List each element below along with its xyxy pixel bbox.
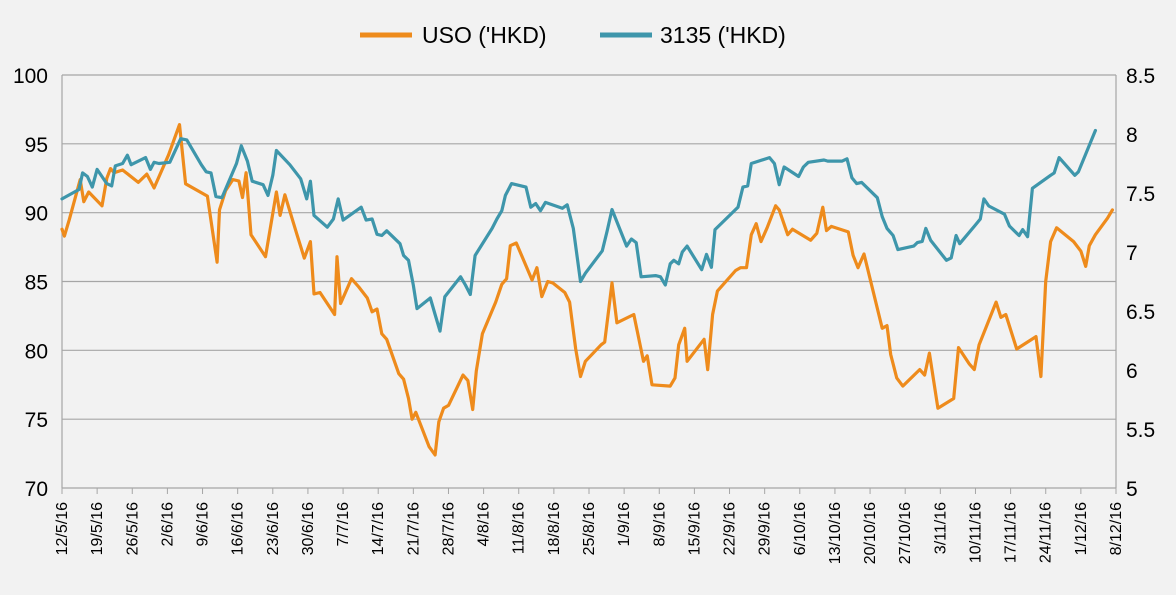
y-right-tick-label: 5 [1126,478,1138,501]
y-left-tick-label: 95 [25,134,48,157]
y-left-tick-label: 80 [25,340,48,363]
y-right-tick-label: 7 [1126,242,1138,265]
x-tick-label: 3/11/16 [932,502,949,554]
x-tick-label: 24/11/16 [1038,502,1055,563]
x-tick-label: 13/10/16 [827,502,844,564]
x-tick-label: 26/5/16 [124,502,141,555]
x-tick-label: 15/9/16 [686,502,703,555]
x-tick-label: 23/6/16 [265,502,282,555]
series-line-uso [60,123,1114,457]
x-tick-label: 7/7/16 [335,502,352,547]
y-left-tick-label: 70 [25,478,48,501]
x-tick-label: 19/5/16 [89,502,106,555]
legend-label-3135: 3135 ('HKD) [660,22,786,48]
x-tick-label: 4/8/16 [476,502,493,547]
x-tick-label: 30/6/16 [300,502,317,555]
x-tick-label: 27/10/16 [897,502,914,564]
gridlines [62,74,1116,420]
x-tick-label: 22/9/16 [722,502,739,555]
x-tick-label: 14/7/16 [370,502,387,555]
x-tick-label: 6/10/16 [792,502,809,555]
x-tick-label: 17/11/16 [1003,502,1020,563]
x-tick-label: 2/6/16 [159,502,176,547]
y-right-tick-label: 5.5 [1126,419,1155,442]
series-line-3135 [60,128,1097,333]
x-tick-label: 9/6/16 [195,502,212,547]
x-tick-label: 25/8/16 [581,502,598,555]
y-right-tick-label: 7.5 [1126,183,1155,206]
x-tick-label: 1/12/16 [1073,502,1090,555]
x-tick-label: 8/12/16 [1108,502,1125,555]
x-tick-label: 12/5/16 [54,502,71,555]
series-lines [60,123,1114,457]
x-tick-label: 11/8/16 [511,502,528,554]
y-left-tick-label: 90 [25,203,48,226]
x-tick-label: 8/9/16 [651,502,668,547]
x-tick-label: 1/9/16 [616,502,633,547]
x-tick-label: 10/11/16 [967,502,984,563]
y-right-tick-label: 6 [1126,360,1138,383]
legend: USO ('HKD) 3135 ('HKD) [360,22,786,48]
y-left-tick-label: 100 [13,65,48,88]
y-right-tick-label: 8.5 [1126,65,1155,88]
x-tick-label: 21/7/16 [405,502,422,555]
y-left-tick-label: 75 [25,409,48,432]
axes: 70 75 80 85 90 95 100 5 5.5 6 6.5 7 7.5 8 8.5 12/5/16 19… [13,65,1155,564]
x-tick-label: 18/8/16 [546,502,563,555]
y-right-tick-label: 8 [1126,124,1138,147]
y-right-tick-label: 6.5 [1126,301,1155,324]
x-tick-label: 29/9/16 [757,502,774,555]
y-left-tick-label: 85 [25,272,48,295]
x-tick-label: 28/7/16 [440,502,457,555]
legend-label-uso: USO ('HKD) [422,22,547,48]
x-tick-label: 16/6/16 [230,502,247,555]
x-tick-label: 20/10/16 [862,502,879,564]
